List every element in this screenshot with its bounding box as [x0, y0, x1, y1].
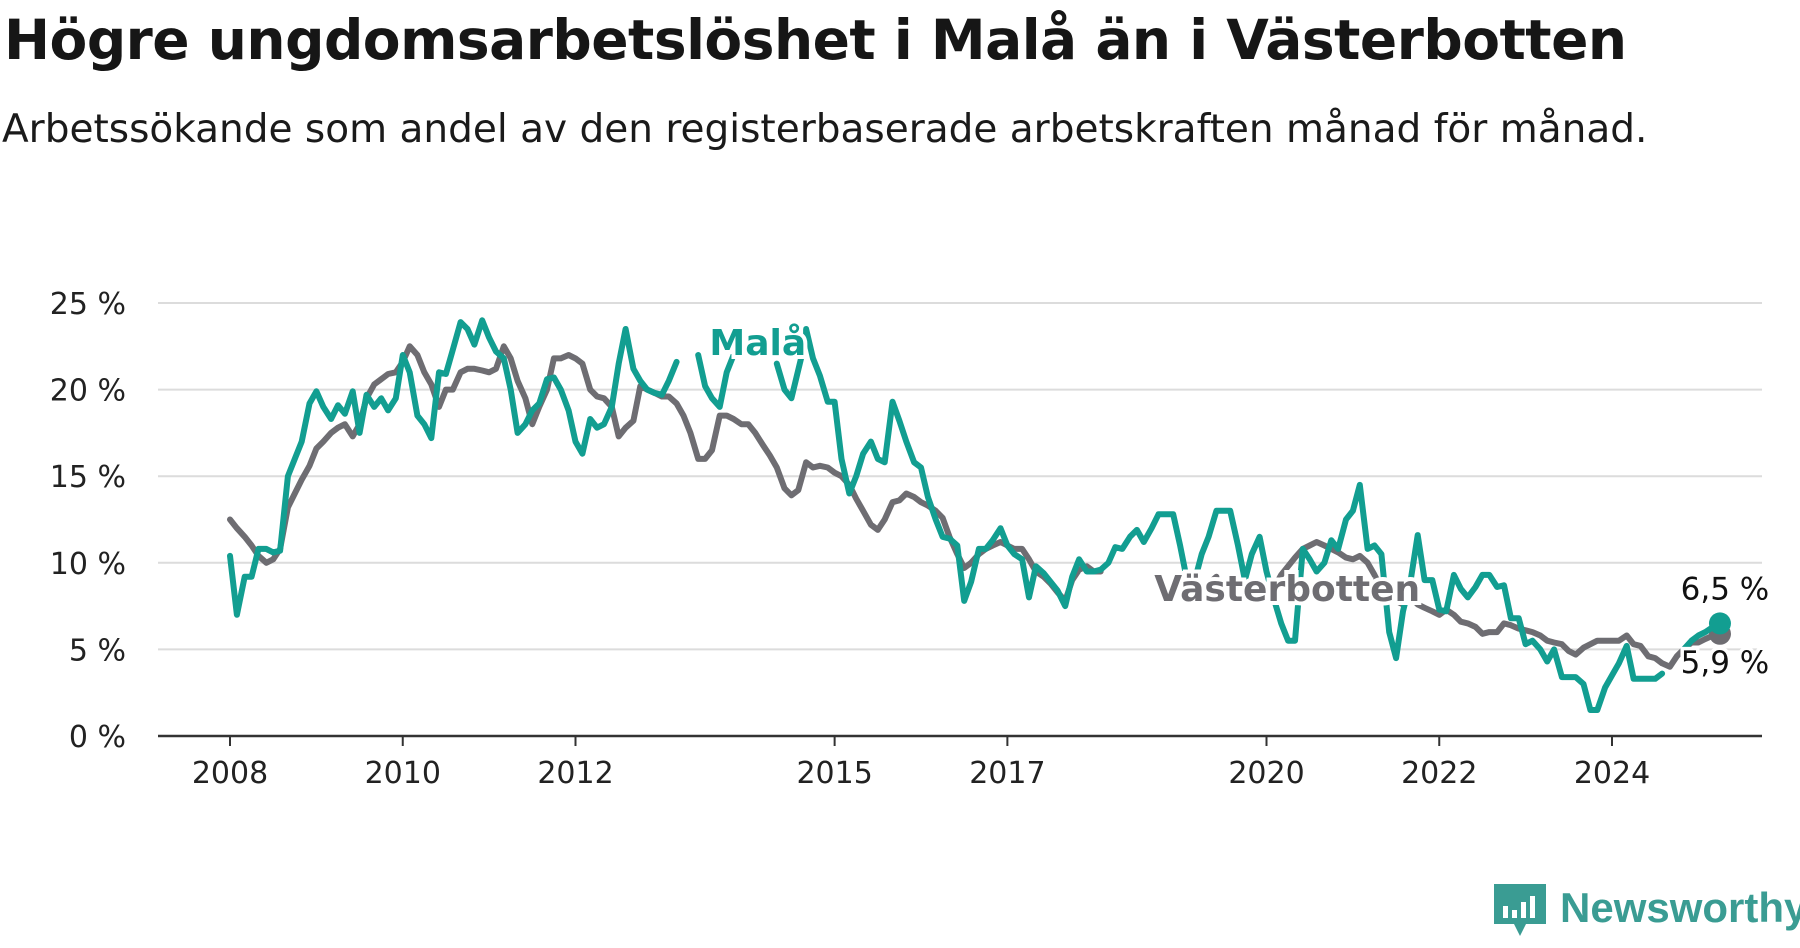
series-lines — [227, 317, 1731, 713]
newsworthy-logo: Newsworthy — [1490, 880, 1800, 940]
series-line-v-sterbotten — [227, 343, 1723, 670]
x-tick-label: 2015 — [796, 756, 872, 791]
x-tick-label: 2012 — [537, 756, 613, 791]
x-tick-label: 2010 — [365, 756, 441, 791]
series-name-label: Västerbotten — [1154, 569, 1420, 610]
series-line-mal- — [227, 317, 1723, 713]
x-tick-label: 2008 — [192, 756, 268, 791]
bar-chart-badge-icon — [1494, 884, 1546, 936]
chart-subtitle: Arbetssökande som andel av den registerb… — [2, 107, 1648, 152]
y-tick-label: 0 % — [69, 720, 126, 755]
end-value-label: 5,9 % — [1681, 645, 1770, 681]
y-tick-label: 20 % — [50, 374, 126, 409]
y-tick-label: 5 % — [69, 633, 126, 668]
y-tick-label: 15 % — [50, 460, 126, 495]
series-end-point — [1708, 612, 1731, 635]
end-value-label: 6,5 % — [1681, 571, 1770, 607]
line-chart: 0 %5 %10 %15 %20 %25 % 2008 2010 2012 2015 2… — [49, 287, 1772, 791]
gridlines — [158, 302, 1762, 651]
x-axis: 2008 2010 2012 2015 2017 2020 2022 2024 — [158, 734, 1762, 791]
x-tick-label: 2017 — [969, 756, 1045, 791]
series-name-label: Malå — [709, 323, 806, 364]
x-tick-label: 2022 — [1401, 756, 1477, 791]
x-tick-label: 2024 — [1574, 756, 1650, 791]
chart-title: Högre ungdomsarbetslöshet i Malå än i Vä… — [4, 8, 1627, 72]
y-tick-label: 25 % — [50, 287, 126, 322]
series-labels: Malå Västerbotten 5,9 % 6,5 % — [705, 319, 1772, 684]
x-tick-label: 2020 — [1228, 756, 1304, 791]
y-axis: 0 % 5 % 10 % 15 % 20 % 25 % — [50, 287, 126, 755]
brand-name: Newsworthy — [1560, 884, 1800, 931]
y-tick-label: 10 % — [50, 547, 126, 582]
